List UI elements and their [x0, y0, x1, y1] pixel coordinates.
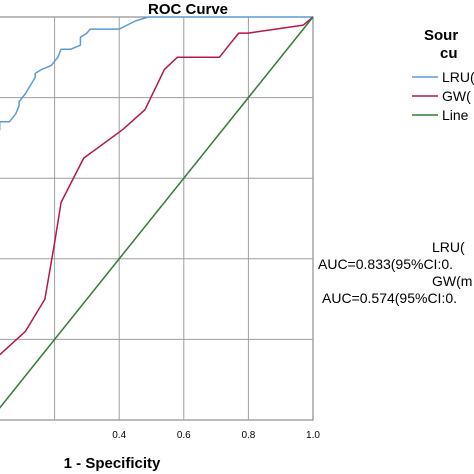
x-tick-label: 0.6: [177, 430, 191, 441]
series-line-reference: [0, 16, 314, 409]
legend-entry-gw: GW(: [442, 88, 471, 104]
annotation-gw-name: GW(m: [432, 273, 472, 289]
legend-title-line-2: cu: [440, 45, 458, 62]
plot-border: [0, 16, 314, 421]
annotation-lru-name: LRU(: [432, 239, 465, 255]
series-layer: [0, 16, 314, 409]
series-line-gw: [0, 16, 314, 356]
x-tick-labels: 0.4 0.6 0.8 1.0: [112, 430, 320, 441]
plot-area: [0, 16, 314, 421]
x-tick-label: 0.8: [241, 430, 255, 441]
auc-annotations: LRU( AUC=0.833(95%CI:0. GW(m AUC=0.574(9…: [318, 239, 472, 306]
x-tick-label: 1.0: [306, 430, 320, 441]
series-line-lru: [0, 16, 313, 131]
x-tick-label: 0.4: [112, 430, 126, 441]
x-axis-label: 1 - Specificity: [64, 455, 161, 472]
annotation-gw-auc: AUC=0.574(95%CI:0.: [322, 290, 457, 306]
legend: Sour cu LRU( GW( Line: [412, 27, 474, 123]
legend-entry-lru: LRU(: [442, 69, 474, 85]
annotation-lru-auc: AUC=0.833(95%CI:0.: [318, 256, 453, 272]
grid: [0, 17, 313, 420]
legend-entry-line: Line: [442, 107, 469, 123]
chart-title: ROC Curve: [148, 1, 228, 18]
legend-title-line-1: Sour: [424, 27, 458, 44]
